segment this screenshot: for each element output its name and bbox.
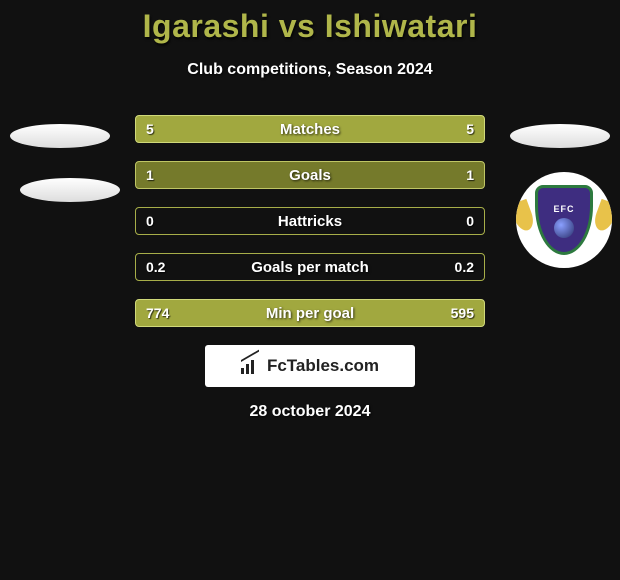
stat-label: Goals	[180, 167, 440, 184]
stat-right-value: 0	[440, 213, 474, 229]
stat-label: Matches	[180, 121, 440, 138]
stat-left-value: 0	[146, 213, 180, 229]
stat-right-value: 0.2	[440, 259, 474, 275]
stat-row: 5Matches5	[135, 115, 485, 143]
stat-row: 774Min per goal595	[135, 299, 485, 327]
stat-left-value: 774	[146, 305, 180, 321]
date-label: 28 october 2024	[0, 403, 620, 421]
brand-text: FcTables.com	[267, 356, 379, 376]
stat-label: Min per goal	[180, 305, 440, 322]
stat-label: Hattricks	[180, 213, 440, 230]
stat-left-value: 1	[146, 167, 180, 183]
brand-box[interactable]: FcTables.com	[205, 345, 415, 387]
subtitle: Club competitions, Season 2024	[0, 61, 620, 79]
page-title: Igarashi vs Ishiwatari	[0, 0, 620, 45]
stat-right-value: 1	[440, 167, 474, 183]
stat-right-value: 5	[440, 121, 474, 137]
stat-row: 0Hattricks0	[135, 207, 485, 235]
stat-left-value: 5	[146, 121, 180, 137]
stat-left-value: 0.2	[146, 259, 180, 275]
brand-chart-icon	[241, 358, 261, 374]
stat-label: Goals per match	[180, 259, 440, 276]
stats-table: 5Matches5 1Goals1 0Hattricks0 0.2Goals per …	[0, 115, 620, 327]
stat-row: 0.2Goals per match0.2	[135, 253, 485, 281]
stat-right-value: 595	[440, 305, 474, 321]
stat-row: 1Goals1	[135, 161, 485, 189]
